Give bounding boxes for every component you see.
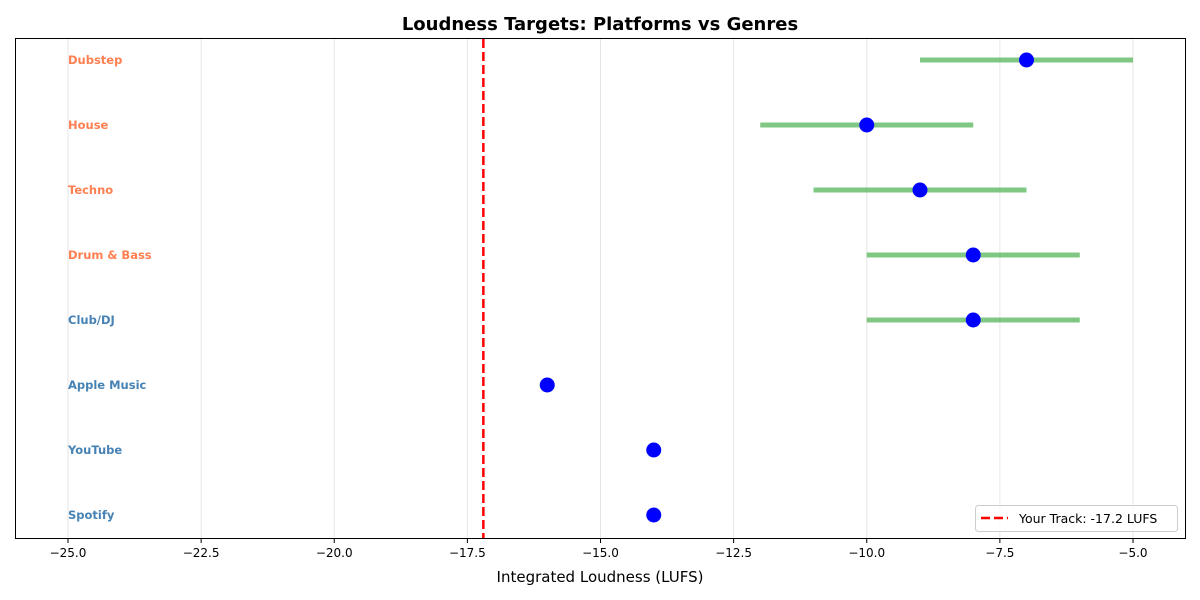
- chart-title: Loudness Targets: Platforms vs Genres: [402, 14, 798, 35]
- row-label: Apple Music: [68, 378, 147, 392]
- x-tick-label: −10.0: [848, 546, 885, 560]
- target-marker: [646, 507, 662, 523]
- target-marker: [539, 377, 555, 393]
- legend: Your Track: -17.2 LUFS: [975, 505, 1178, 532]
- x-tick-label: −17.5: [449, 546, 486, 560]
- row-label: Dubstep: [68, 53, 122, 67]
- row-label: YouTube: [67, 443, 122, 457]
- x-axis-ticks: −25.0 −22.5 −20.0 −17.5 −15.0 −12.5 −10.0 −7.5 −…: [50, 538, 1148, 560]
- row-label: Drum & Bass: [68, 248, 152, 262]
- target-marker: [859, 117, 875, 133]
- target-marker: [912, 182, 928, 198]
- grid-lines: [67, 39, 1134, 538]
- target-markers: [539, 52, 1034, 523]
- x-tick-label: −5.0: [1118, 546, 1147, 560]
- x-tick-label: −25.0: [50, 546, 87, 560]
- x-axis-label: Integrated Loudness (LUFS): [497, 568, 704, 586]
- x-tick-label: −12.5: [715, 546, 752, 560]
- x-tick-label: −15.0: [582, 546, 619, 560]
- range-bars: [760, 57, 1133, 323]
- row-labels: Spotify YouTube Apple Music Club/DJ Drum & B…: [67, 53, 152, 522]
- target-marker: [965, 312, 981, 328]
- x-tick-label: −7.5: [985, 546, 1014, 560]
- target-marker: [965, 247, 981, 263]
- x-tick-label: −22.5: [183, 546, 220, 560]
- row-label: Techno: [68, 183, 113, 197]
- row-label: House: [68, 118, 109, 132]
- row-label: Spotify: [68, 508, 115, 522]
- legend-box: [975, 505, 1178, 532]
- target-marker: [1019, 52, 1034, 68]
- legend-label: Your Track: -17.2 LUFS: [1018, 511, 1157, 526]
- row-label: Club/DJ: [68, 313, 115, 327]
- x-tick-label: −20.0: [316, 546, 353, 560]
- target-marker: [646, 442, 662, 458]
